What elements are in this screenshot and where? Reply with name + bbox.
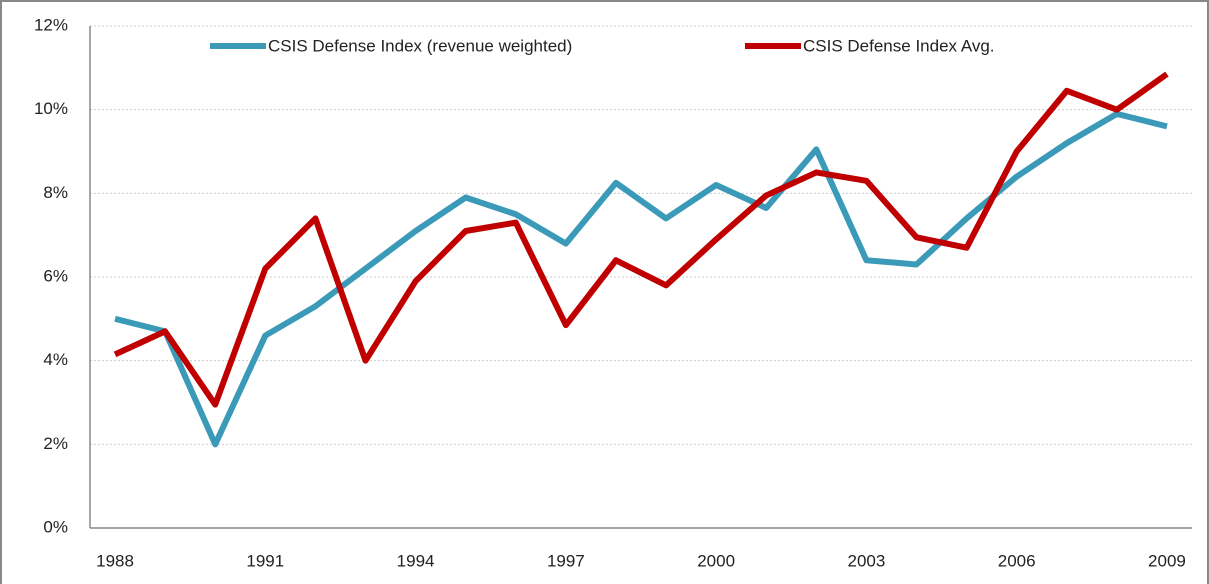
x-tick-label: 1988	[96, 551, 134, 570]
x-tick-label: 2003	[847, 551, 885, 570]
x-tick-label: 1994	[397, 551, 435, 570]
y-tick-label: 10%	[34, 99, 68, 118]
y-tick-label: 2%	[43, 434, 68, 453]
x-tick-label: 1991	[246, 551, 284, 570]
x-tick-label: 2006	[998, 551, 1036, 570]
line-series	[113, 71, 1169, 408]
y-tick-label: 8%	[43, 183, 68, 202]
x-tick-label: 2009	[1148, 551, 1186, 570]
legend-label: CSIS Defense Index (revenue weighted)	[268, 36, 572, 55]
y-tick-label: 0%	[43, 517, 68, 536]
x-tick-label: 2000	[697, 551, 735, 570]
legend-label: CSIS Defense Index Avg.	[803, 36, 995, 55]
y-tick-label: 12%	[34, 15, 68, 34]
y-tick-label: 4%	[43, 350, 68, 369]
x-tick-label: 1997	[547, 551, 585, 570]
y-tick-label: 6%	[43, 266, 68, 285]
